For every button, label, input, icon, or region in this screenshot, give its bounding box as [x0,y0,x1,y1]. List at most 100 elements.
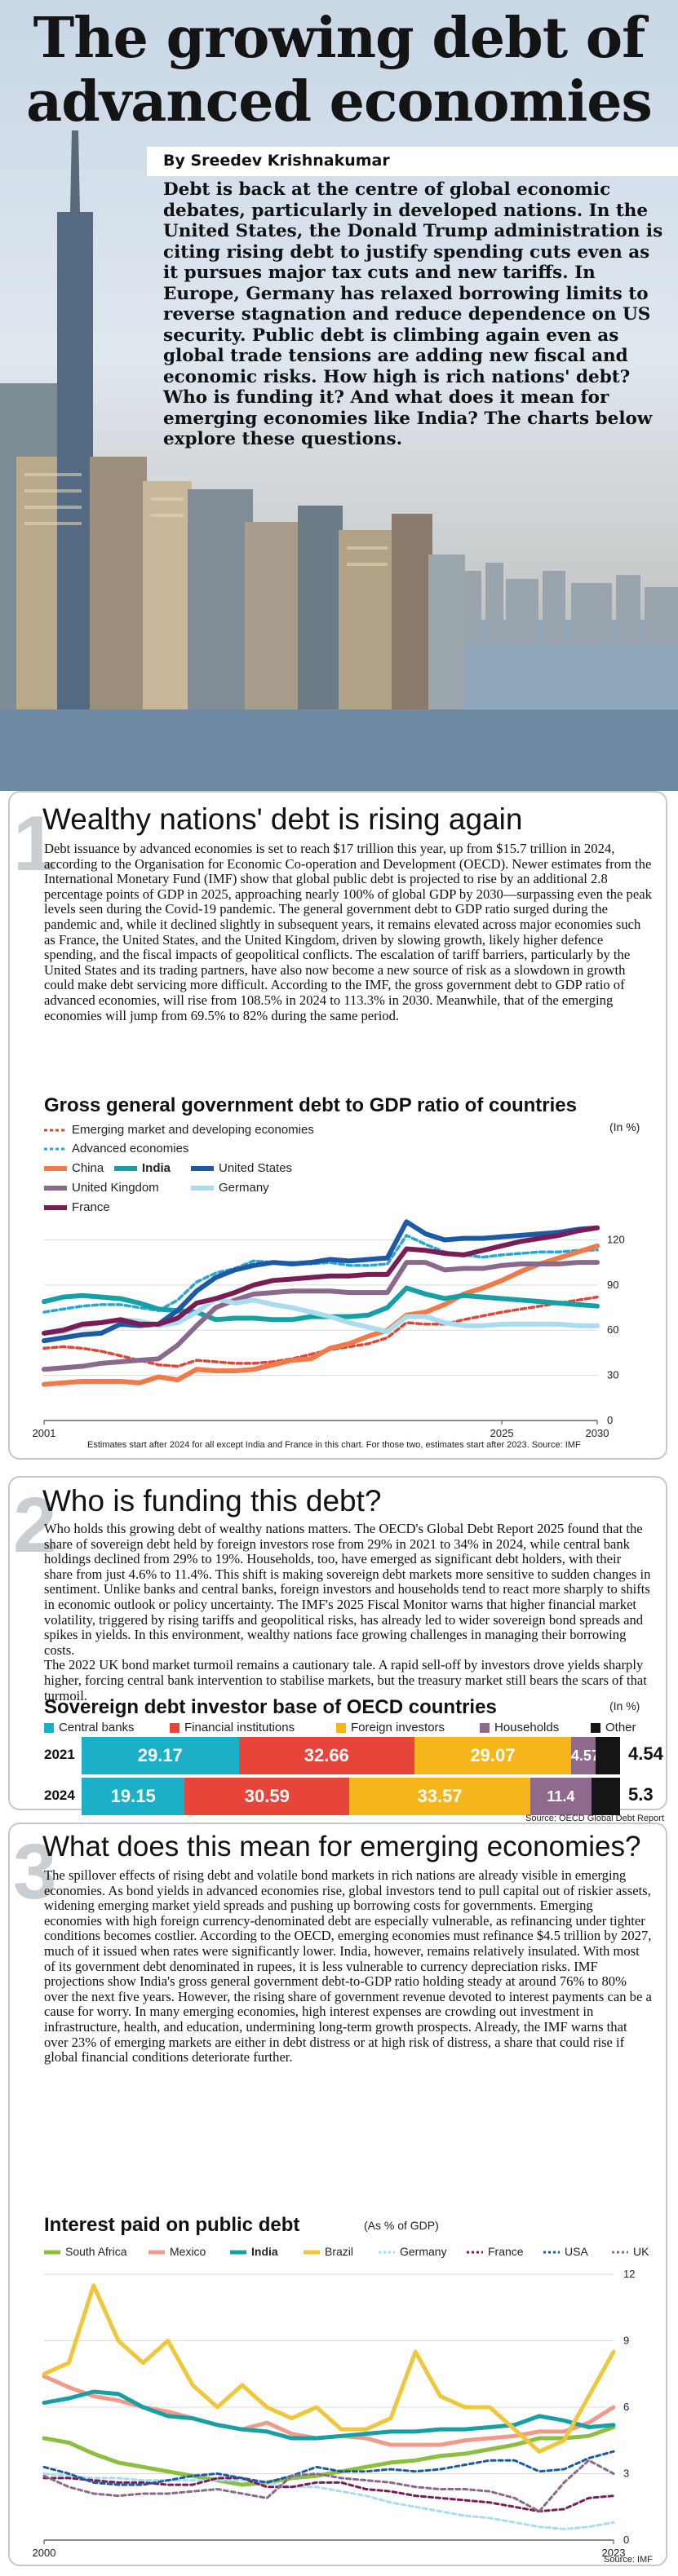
legend-usa-label: United States [219,1161,293,1175]
bar-segment-financial-institutions: 32.66 [238,1737,415,1774]
legend-india-3: India [230,2245,278,2258]
x-tick-label: 2025 [490,1427,514,1439]
legend-emerging-label: Emerging market and developing economies [72,1123,314,1137]
chart-1-svg: 0 30 60 90 120 2001 2025 2030 [33,1219,625,1439]
y-tick-label: 6 [623,2401,629,2413]
chart-3-unit: (As % of GDP) [364,2219,439,2232]
legend-uk: United Kingdom [44,1181,159,1195]
legend-usa: United States [191,1161,292,1175]
intro-text: Debt is back at the centre of global eco… [163,179,663,449]
legend-central-banks: Central banks [44,1721,135,1734]
y-tick-label: 9 [623,2335,629,2347]
section-2-body: Who holds this growing debt of wealthy n… [44,1521,651,1703]
legend-india: India [114,1161,171,1175]
section-1-card: 1 Wealthy nations' debt is rising again … [8,791,667,1460]
legend-other-label: Other [605,1721,636,1734]
x-tick-label: 2023 [602,2547,626,2559]
legend-usa-3-label: USA [565,2245,588,2258]
section-3-card: 3 What does this mean for emerging econo… [8,1823,667,2566]
bar-segment-central-banks: 29.17 [82,1737,239,1774]
series-line-united-kingdom [42,1260,600,1372]
legend-brazil-label: Brazil [325,2245,354,2258]
byline-bar [147,147,678,176]
chart-2-title: Sovereign debt investor base of OECD cou… [44,1696,497,1718]
legend-france: France [44,1200,110,1214]
legend-financial-institutions: Financial institutions [170,1721,295,1734]
legend-households-label: Households [494,1721,560,1734]
bar-segment-households: 4.57 [570,1737,596,1774]
chart-3-svg: 0 3 6 9 12 2000 2023 [33,2268,636,2559]
section-2-card: 2 Who is funding this debt? Who holds th… [8,1476,667,1833]
y-tick-label: 12 [623,2268,635,2280]
series-line-usa [42,2450,615,2486]
x-tick-label: 2030 [586,1427,609,1439]
section-3-body: The spillover effects of rising debt and… [44,1867,652,2066]
x-tick-label: 2001 [33,1427,56,1439]
legend-other: Other [591,1721,636,1734]
other-value-2024: 5.3 [628,1784,654,1805]
hero-title-line-2: advanced economies [26,69,653,135]
legend-uk-3-label: UK [633,2245,649,2258]
series-line-germany [42,1296,600,1336]
section-1-title: Wealthy nations' debt is rising again [42,802,523,836]
legend-france-3-label: France [488,2245,524,2258]
legend-financial-institutions-label: Financial institutions [184,1721,295,1734]
series-line-india [42,2389,616,2441]
legend-usa-3: USA [543,2245,588,2258]
section-1-body: Debt issuance by advanced economies is s… [44,841,652,1023]
legend-advanced-label: Advanced economies [72,1142,189,1155]
chart-1-title: Gross general government debt to GDP rat… [44,1094,578,1116]
series-line-mexico [42,2374,616,2447]
legend-central-banks-label: Central banks [59,1721,135,1734]
y-tick-label: 90 [607,1279,618,1291]
hero-title-line-1: The growing debt of [33,6,646,71]
city-skyline-illustration [0,130,678,791]
legend-india-3-label: India [251,2245,278,2258]
chart-3-source: Source: IMF [604,2555,653,2565]
bar-segment-other [596,1737,620,1774]
bar-segment-financial-institutions: 30.59 [184,1778,350,1815]
bar-label-2024: 2024 [44,1787,75,1803]
legend-brazil: Brazil [304,2245,353,2258]
legend-china-label: China [72,1161,104,1175]
legend-france-label: France [72,1200,110,1214]
section-3-title: What does this mean for emerging economi… [42,1831,641,1862]
legend-uk-3: UK [612,2245,649,2258]
legend-mexico: Mexico [148,2245,206,2258]
legend-germany: Germany [191,1181,269,1195]
legend-france-3: France [467,2245,524,2258]
byline: By Sreedev Krishnakumar [163,152,390,170]
series-line-china [42,1243,600,1387]
y-tick-label: 120 [607,1233,625,1245]
legend-advanced: Advanced economies [44,1142,188,1155]
section-2-title: Who is funding this debt? [42,1484,382,1518]
legend-germany-label: Germany [219,1181,269,1195]
bar-label-2021: 2021 [44,1747,75,1762]
legend-south-africa-label: South Africa [65,2245,127,2258]
y-tick-label: 60 [607,1323,618,1336]
y-tick-label: 30 [607,1369,618,1381]
bar-segment-foreign-investors: 33.57 [349,1778,530,1815]
section-3-number: 3 [13,1828,57,1915]
legend-foreign-investors-label: Foreign investors [351,1721,445,1734]
legend-mexico-label: Mexico [170,2245,206,2258]
bar-segment-central-banks: 19.15 [82,1778,185,1815]
series-line-france [42,2477,615,2513]
chart-2-unit: (In %) [609,1699,640,1712]
legend-households: Households [480,1721,559,1734]
y-tick-label: 3 [623,2468,629,2480]
hero-title: The growing debt of advanced economies [0,7,678,134]
bar-segment-other [592,1778,620,1815]
chart-1-unit: (In %) [609,1120,640,1133]
legend-uk-label: United Kingdom [72,1181,159,1195]
series-line-uk [42,2459,615,2513]
series-line-germany [42,2472,615,2530]
legend-india-label: India [142,1161,171,1175]
series-line-france [42,1225,600,1336]
y-tick-label: 0 [623,2534,629,2546]
legend-china: China [44,1161,104,1175]
hero-section: The growing debt of advanced economies B… [0,0,678,791]
bar-segment-households: 11.4 [530,1778,592,1815]
series-line-brazil [42,2283,616,2454]
section-1-number: 1 [13,800,57,887]
